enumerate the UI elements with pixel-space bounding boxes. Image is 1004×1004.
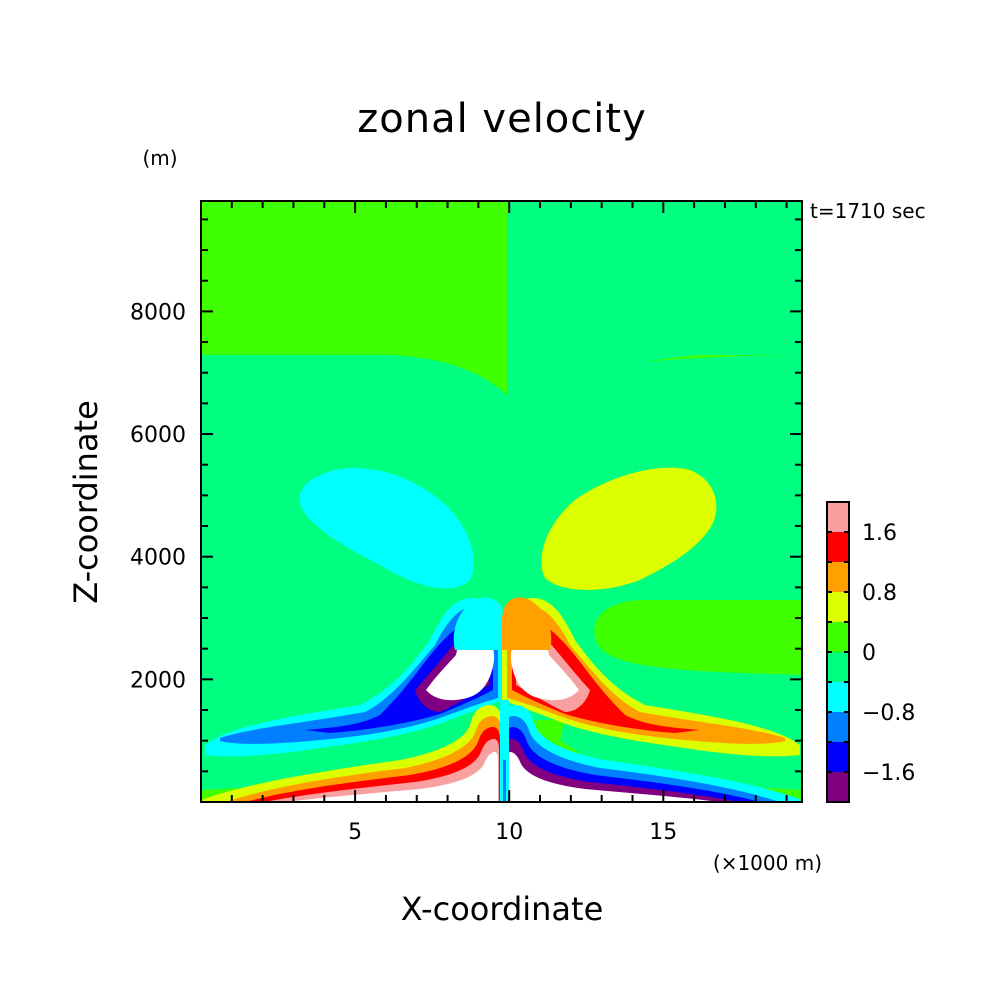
y-tick-label: 4000: [130, 546, 186, 571]
x-unit-label: (×1000 m): [713, 851, 822, 875]
plot-frame: [200, 200, 803, 803]
colorbar-swatch: [827, 652, 849, 682]
contour-bulb-right-outer: [502, 597, 552, 650]
y-axis-label: Z-coordinate: [67, 400, 105, 604]
contour-jet-left-core: [426, 634, 495, 701]
x-tick-label: 10: [495, 820, 523, 845]
x-axis-label: X-coordinate: [401, 890, 604, 928]
colorbar-swatch: [827, 712, 849, 742]
contour-field: [201, 201, 802, 802]
y-tick-label: 6000: [130, 423, 186, 448]
y-tick-label: 2000: [130, 668, 186, 693]
contour-jet-right-core: [510, 634, 579, 701]
time-label: t=1710 sec: [810, 199, 926, 223]
colorbar-label: 0.8: [862, 581, 897, 606]
contour-center-core: [503, 760, 506, 802]
colorbar: [826, 501, 850, 803]
y-unit-label: (m): [142, 146, 177, 170]
colorbar-swatch: [827, 592, 849, 622]
y-tick-label: 8000: [130, 300, 186, 325]
colorbar-label: 1.6: [862, 521, 897, 546]
colorbar-label: −1.6: [862, 761, 915, 786]
colorbar-swatch: [827, 742, 849, 772]
contour-positive-cell: [541, 467, 717, 590]
axis-ticks: [201, 201, 802, 802]
contour-center-column: [500, 700, 509, 802]
contour-bulb-left-outer: [453, 597, 504, 650]
colorbar-swatch: [827, 502, 849, 532]
x-tick-label: 15: [649, 820, 677, 845]
colorbar-label: 0: [862, 641, 876, 666]
colorbar-swatch: [827, 532, 849, 562]
chart-title: zonal velocity: [357, 96, 647, 142]
y-tick-labels: 2000 4000 6000 8000: [130, 300, 186, 693]
x-tick-label: 5: [348, 820, 362, 845]
colorbar-swatch: [827, 622, 849, 652]
contour-upper-right: [507, 201, 802, 398]
contour-negative-cell: [299, 468, 474, 589]
colorbar-swatch: [827, 682, 849, 712]
x-tick-labels: 5 10 15: [348, 820, 677, 845]
colorbar-swatch: [827, 562, 849, 592]
contour-surface-left-core: [285, 752, 498, 802]
colorbar-swatch: [827, 772, 849, 802]
colorbar-label: −0.8: [862, 701, 915, 726]
colorbar-labels: 1.6 0.8 0 −0.8 −1.6: [862, 521, 915, 786]
contour-surface-right-core: [507, 752, 720, 802]
